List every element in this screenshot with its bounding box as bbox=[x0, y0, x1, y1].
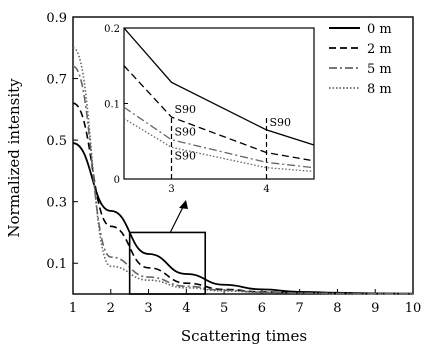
x-axis-title: Scattering times bbox=[181, 327, 307, 344]
x-tick-label: 1 bbox=[69, 301, 77, 316]
legend: 0 m 2 m 5 m 8 m bbox=[329, 22, 392, 97]
main-ticks: 1 2 3 4 5 6 7 8 9 10 0.1 0.3 0.5 0.7 0.9 bbox=[46, 11, 421, 316]
zoom-arrow bbox=[169, 200, 188, 234]
y-tick-label: 0.5 bbox=[46, 134, 67, 149]
inset-background bbox=[112, 18, 316, 180]
legend-label: 2 m bbox=[367, 42, 392, 57]
inset-x-tick-label: 3 bbox=[168, 184, 174, 195]
x-tick-label: 8 bbox=[333, 301, 341, 316]
x-tick-label: 2 bbox=[107, 301, 115, 316]
inset-series-line-5m bbox=[123, 106, 315, 169]
s90-annotation: S90 bbox=[175, 103, 197, 116]
inset-chart: 3 4 0 0.1 0.2 S90 S90 S90 S90 bbox=[104, 24, 315, 195]
y-tick-label: 0.1 bbox=[46, 257, 67, 272]
inset-series-line-8m bbox=[123, 118, 315, 173]
x-tick-label: 5 bbox=[220, 301, 228, 316]
x-tick-label: 10 bbox=[405, 301, 422, 316]
inset-y-tick-label: 0.1 bbox=[104, 100, 120, 111]
inset-series-line-2m bbox=[123, 65, 315, 162]
plot-frame bbox=[72, 16, 414, 295]
main-axes bbox=[72, 16, 414, 295]
series-line-5m bbox=[72, 65, 413, 295]
y-tick-label: 0.7 bbox=[46, 73, 67, 88]
main-series bbox=[72, 46, 414, 295]
s90-annotation: S90 bbox=[175, 126, 197, 139]
x-tick-label: 7 bbox=[296, 301, 304, 316]
s90-annotation: S90 bbox=[175, 149, 197, 162]
legend-label: 0 m bbox=[367, 22, 392, 37]
inset-x-tick-label: 4 bbox=[263, 184, 269, 195]
x-tick-label: 9 bbox=[371, 301, 379, 316]
inset-y-tick-label: 0 bbox=[114, 175, 120, 186]
legend-label: 5 m bbox=[367, 62, 392, 77]
y-tick-label: 0.3 bbox=[46, 196, 67, 211]
series-line-8m bbox=[72, 46, 413, 295]
x-tick-label: 6 bbox=[258, 301, 266, 316]
zoom-box bbox=[128, 231, 207, 295]
s90-annotation: S90 bbox=[270, 116, 292, 129]
y-axis-title: Normalized intensity bbox=[5, 78, 23, 238]
x-tick-label: 4 bbox=[182, 301, 190, 316]
x-tick-label: 3 bbox=[144, 301, 152, 316]
inset-y-tick-label: 0.2 bbox=[104, 24, 120, 35]
y-tick-label: 0.9 bbox=[46, 11, 67, 26]
legend-label: 8 m bbox=[367, 82, 392, 97]
inset-series-line-0m bbox=[123, 27, 315, 146]
